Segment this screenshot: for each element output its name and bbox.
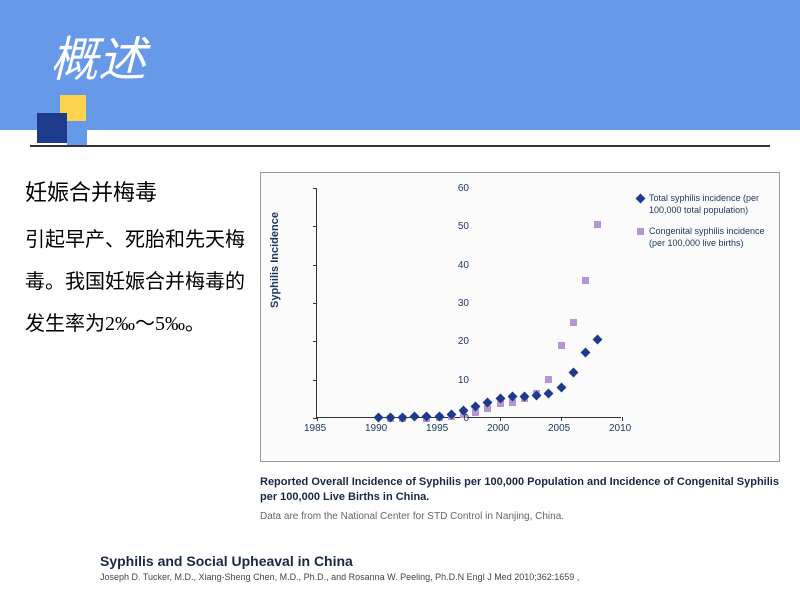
data-point bbox=[593, 334, 603, 344]
legend-item: Total syphilis incidence (per 100,000 to… bbox=[637, 193, 767, 216]
legend-item: Congenital syphilis incidence (per 100,0… bbox=[637, 226, 767, 249]
text-content: 妊娠合并梅毒 引起早产、死胎和先天梅毒。我国妊娠合并梅毒的发生率为2‰～5‰。 bbox=[25, 175, 250, 345]
caption-title: Reported Overall Incidence of Syphilis p… bbox=[260, 475, 780, 506]
divider-line bbox=[30, 145, 770, 147]
slide-title: 概述 bbox=[50, 20, 750, 90]
footer: Syphilis and Social Upheaval in China Jo… bbox=[100, 553, 780, 582]
square-blue bbox=[67, 125, 87, 145]
data-point bbox=[558, 342, 565, 349]
chart-container: Syphilis Incidence Total syphilis incide… bbox=[260, 172, 780, 462]
footer-title: Syphilis and Social Upheaval in China bbox=[100, 553, 780, 569]
data-point bbox=[580, 348, 590, 358]
chart-caption: Reported Overall Incidence of Syphilis p… bbox=[260, 475, 780, 522]
legend-label: Congenital syphilis incidence (per 100,0… bbox=[649, 226, 767, 249]
data-point bbox=[556, 382, 566, 392]
content-heading: 妊娠合并梅毒 bbox=[25, 175, 250, 207]
chart-legend: Total syphilis incidence (per 100,000 to… bbox=[637, 193, 767, 260]
diamond-icon bbox=[636, 194, 646, 204]
legend-label: Total syphilis incidence (per 100,000 to… bbox=[649, 193, 767, 216]
square-navy bbox=[37, 113, 67, 143]
data-point bbox=[594, 221, 601, 228]
data-point bbox=[568, 367, 578, 377]
caption-source: Data are from the National Center for ST… bbox=[260, 511, 780, 522]
data-point bbox=[410, 412, 420, 422]
square-icon bbox=[637, 228, 644, 235]
data-point bbox=[545, 376, 552, 383]
slide-header: 概述 bbox=[0, 0, 800, 130]
y-axis-label: Syphilis Incidence bbox=[269, 212, 281, 308]
data-point bbox=[544, 388, 554, 398]
footer-authors: Joseph D. Tucker, M.D., Xiang-Sheng Chen… bbox=[100, 572, 780, 582]
content-body: 引起早产、死胎和先天梅毒。我国妊娠合并梅毒的发生率为2‰～5‰。 bbox=[25, 219, 250, 345]
data-point bbox=[582, 277, 589, 284]
data-point bbox=[570, 319, 577, 326]
data-point bbox=[373, 413, 383, 423]
